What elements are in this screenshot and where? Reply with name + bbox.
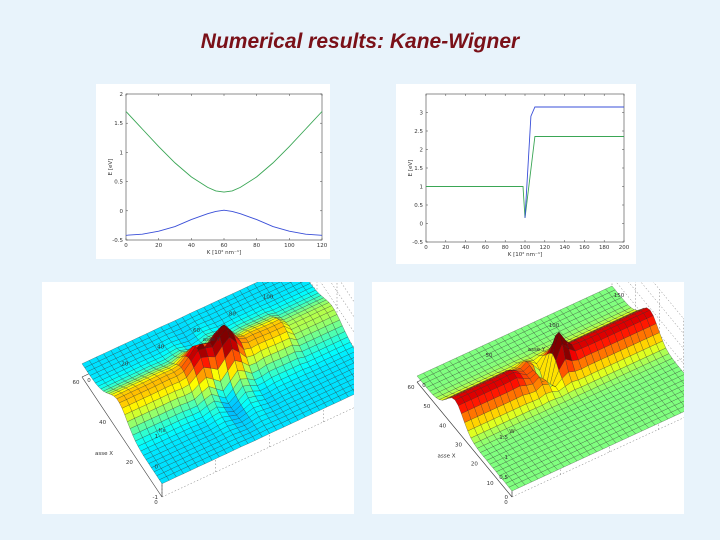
back-horizontal-grid-line: [640, 282, 684, 335]
back-horizontal-grid-line: [652, 282, 684, 320]
x-tick-label: 60: [482, 245, 489, 251]
x-axis-line: [416, 381, 513, 498]
x-axis-label: K [10² nm⁻¹]: [508, 251, 543, 258]
x-tick-label: 10: [487, 481, 494, 487]
y-tick-label: 100: [263, 295, 274, 301]
x-tick-label: 80: [502, 245, 509, 251]
x-tick-label: 60: [73, 380, 80, 386]
x-tick-label: 20: [155, 243, 162, 249]
y-tick-label: 80: [229, 311, 236, 317]
x-tick-label: 140: [559, 245, 570, 251]
z-axis-label: f(x: [158, 428, 166, 434]
x-tick-label: 50: [423, 404, 430, 410]
x-tick-label: 40: [462, 245, 469, 251]
z-tick-label: 1.5: [499, 435, 508, 441]
y-tick-label: 20: [121, 361, 128, 367]
z-tick-label: -1: [153, 495, 158, 501]
series-line-0: [426, 136, 624, 218]
x-axis-line: [81, 376, 163, 498]
y-tick-label: -0.5: [112, 238, 123, 244]
y-tick-label: 1: [120, 150, 124, 156]
y-tick-label: 3: [420, 111, 424, 117]
y-tick-label: 50: [486, 353, 493, 359]
surface-plot-right-svg: 0 10 20 30 40 50 60 0 50 100 150 0 0.5 1 1.5 asse X asse…: [408, 282, 684, 506]
y-tick-label: 0: [422, 383, 426, 389]
y-tick-label: 0: [120, 209, 124, 215]
y-tick-label: 1: [420, 185, 424, 191]
slide-title: Numerical results: Kane-Wigner: [200, 30, 520, 53]
surface-plot-right: 0 10 20 30 40 50 60 0 50 100 150 0 0.5 1 1.5 asse X asse…: [372, 282, 684, 514]
surface-facet: [299, 282, 303, 283]
x-tick-label: 80: [253, 243, 260, 249]
series-line-1: [125, 209, 323, 236]
y-tick-label: 100: [549, 323, 560, 329]
z-tick-label: 0: [155, 465, 159, 471]
x-tick-label: 30: [455, 443, 462, 449]
y-tick-label: 0.5: [414, 203, 423, 209]
side-horizontal-grid-line: [511, 417, 684, 498]
y-tick-label: 120: [299, 282, 310, 284]
y-axis-label: E [eV]: [108, 159, 114, 176]
z-tick-label: 0: [505, 495, 509, 501]
dispersion-chart-right: 0 20 40 60 80 100 120 140 160 180 200 -0.5 0 0.5 1 1.5 2…: [396, 84, 636, 264]
x-tick-label: 200: [619, 245, 630, 251]
surface-facet: [81, 360, 92, 368]
x-tick-label: 60: [221, 243, 228, 249]
surface-facet: [262, 282, 270, 285]
series-line-1: [524, 106, 624, 218]
x-tick-label: 20: [471, 462, 478, 468]
series-line-0: [125, 111, 323, 193]
x-tick-label: 100: [284, 243, 295, 249]
y-axis-label: asse Y: [203, 337, 221, 343]
x-tick-label: 40: [188, 243, 195, 249]
x-tick-label: 0: [504, 500, 508, 506]
y-tick-label: 1.5: [114, 121, 123, 127]
x-axis-label: asse X: [95, 451, 113, 457]
y-axis-label: asse Y: [528, 347, 546, 353]
x-tick-label: 160: [579, 245, 590, 251]
z-tick-label: 1: [505, 455, 509, 461]
dispersion-chart-right-svg: 0 20 40 60 80 100 120 140 160 180 200-0.500.511.52…: [408, 93, 630, 258]
dispersion-chart-left-svg: 0 20 40 60 80 100 120-0.500.511.52K [10² nm⁻¹]…: [108, 92, 328, 256]
x-tick-label: 20: [442, 245, 449, 251]
y-tick-label: 0: [87, 378, 91, 384]
y-tick-label: 0: [420, 222, 424, 228]
x-tick-label: 0: [124, 243, 128, 249]
x-tick-label: 20: [126, 460, 133, 466]
y-tick-label: 40: [157, 345, 164, 351]
x-tick-label: 120: [317, 243, 328, 249]
z-axis-label: W: [509, 429, 515, 435]
y-tick-label: 150: [614, 293, 625, 299]
x-tick-label: 180: [599, 245, 610, 251]
surface-facet: [416, 372, 427, 380]
y-tick-label: 2: [420, 148, 424, 154]
z-tick-label: 1: [155, 434, 159, 440]
plot-frame: [425, 93, 625, 243]
y-tick-label: 2: [120, 92, 124, 98]
x-axis-label: K [10² nm⁻¹]: [207, 249, 242, 256]
x-tick-label: 40: [99, 420, 106, 426]
y-tick-label: 1.5: [414, 166, 423, 172]
y-tick-label: 0.5: [114, 180, 123, 186]
y-tick-label: -0.5: [412, 240, 423, 246]
back-horizontal-grid-line: [628, 282, 684, 350]
x-tick-label: 100: [520, 245, 531, 251]
x-axis-label: asse X: [437, 454, 455, 460]
plot-frame: [125, 93, 323, 241]
x-tick-label: 0: [154, 500, 158, 506]
y-axis-label: E [eV]: [408, 160, 414, 177]
x-tick-label: 120: [540, 245, 551, 251]
z-tick-label: 0.5: [499, 475, 508, 481]
y-tick-label: 60: [193, 328, 200, 334]
side-horizontal-grid-line: [161, 407, 354, 498]
dispersion-chart-left: 0 20 40 60 80 100 120 -0.5 0 0.5 1 1.5 2 K [10² nm⁻¹]…: [96, 84, 330, 259]
y-tick-label: 2.5: [414, 129, 423, 135]
x-tick-label: 40: [439, 423, 446, 429]
x-tick-label: 60: [408, 385, 415, 391]
x-tick-label: 0: [424, 245, 428, 251]
